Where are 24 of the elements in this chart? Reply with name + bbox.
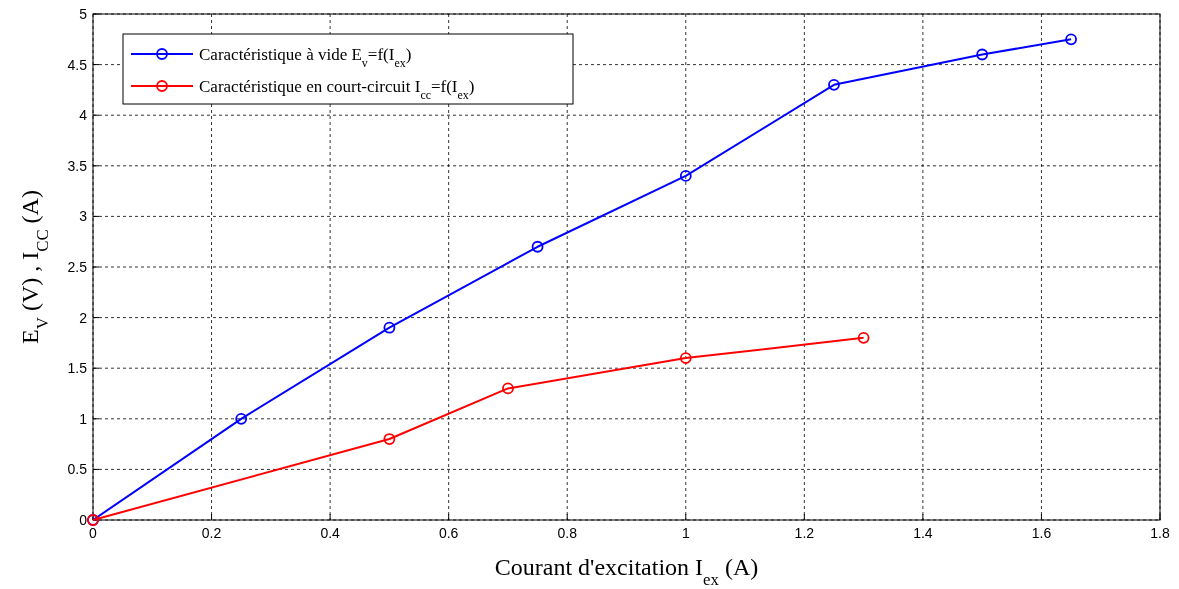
x-axis-title: Courant d'excitation I$_{ex}$ (A) (494, 554, 759, 589)
y-tick-label: 5 (79, 6, 88, 22)
y-tick-label: 4.5 (67, 56, 88, 73)
y-tick-label: 3 (79, 208, 88, 225)
x-tick-label: 0.6 (438, 525, 459, 541)
y-tick-label: 1.5 (67, 360, 88, 377)
x-tick-label: 0 (89, 525, 98, 541)
y-tick-label: 0.5 (67, 461, 88, 478)
x-tick-label: 0.4 (320, 525, 341, 541)
x-tick-label: 1.2 (794, 525, 815, 541)
x-tick-label: 0.8 (557, 525, 578, 541)
y-tick-label: 1 (79, 410, 88, 427)
y-tick-label: 3.5 (67, 157, 88, 174)
y-tick-label: 0 (79, 512, 88, 528)
legend-label: Caractéristique en court-circuit I$_{cc}$=f(I$_{ex}$) (199, 77, 475, 102)
x-tick-label: 1 (681, 525, 690, 541)
y-tick-label: 2.5 (67, 259, 88, 275)
y-tick-label: 4 (79, 107, 88, 124)
x-tick-label: 0.2 (201, 525, 222, 541)
legend-label: Caractéristique à vide E$_{v}$=f(I$_{ex}$) (199, 45, 412, 70)
y-tick-label: 2 (79, 309, 88, 326)
x-tick-label: 1.6 (1031, 525, 1052, 541)
x-tick-label: 1.4 (913, 525, 933, 541)
x-tick-label: 1.8 (1150, 525, 1170, 541)
